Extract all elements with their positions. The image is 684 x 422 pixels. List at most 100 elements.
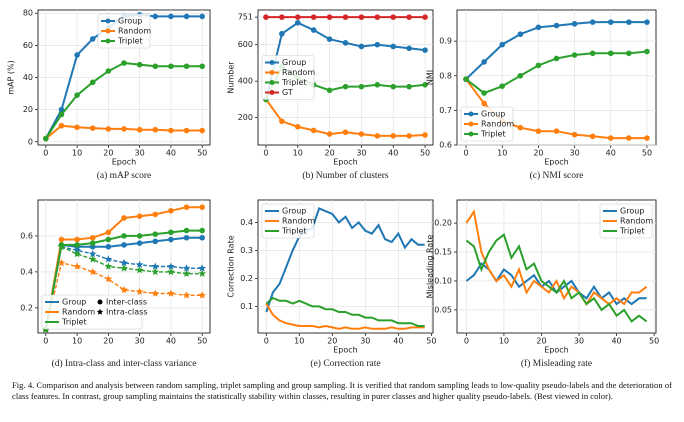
y-tick-label: 751 — [238, 13, 253, 22]
legend-label: Group — [118, 17, 142, 26]
point-marker — [73, 262, 81, 270]
point-marker — [535, 24, 542, 31]
legend-marker — [269, 80, 275, 85]
y-tick-label: 0.6 — [20, 231, 33, 240]
point-marker — [136, 126, 143, 133]
point-marker — [374, 14, 381, 20]
point-marker — [105, 243, 112, 250]
x-tick-label: 20 — [533, 149, 543, 158]
x-tick-label: 40 — [606, 149, 616, 158]
legend-box — [460, 106, 514, 142]
point-marker — [167, 262, 175, 270]
x-tick-label: 50 — [649, 337, 659, 346]
y-tick-label: 400 — [238, 77, 253, 86]
point-marker — [120, 264, 128, 272]
series-line — [265, 207, 425, 313]
series-line — [45, 262, 203, 330]
subplot: 0 10 20 30 40 50 0.1 0.2 0.3 0.4 Epoch Correction R… — [227, 199, 436, 369]
point-marker — [168, 13, 174, 20]
legend-marker — [468, 111, 474, 117]
point-marker — [105, 229, 112, 236]
point-marker — [279, 30, 285, 37]
point-marker — [43, 135, 49, 142]
point-marker — [183, 234, 190, 241]
point-marker — [57, 242, 66, 250]
point-marker — [88, 255, 97, 263]
x-tick-label: 30 — [360, 337, 370, 346]
legend-marker — [269, 60, 275, 65]
subplot: 0 10 20 30 40 50 0 20 40 60 80 Epoch mAP (%) (a) mAP … — [7, 9, 211, 181]
legend-marker — [96, 308, 104, 315]
x-axis-label: Epoch — [333, 158, 358, 167]
y-tick-label: 0.4 — [20, 267, 33, 276]
point-marker — [199, 13, 205, 20]
point-marker — [152, 231, 159, 237]
point-marker — [589, 50, 596, 57]
point-marker — [74, 52, 80, 58]
point-marker — [406, 133, 412, 139]
legend-box — [599, 203, 653, 239]
point-marker — [183, 227, 190, 234]
point-marker — [152, 13, 159, 20]
point-marker — [390, 14, 397, 20]
point-marker — [406, 14, 412, 20]
x-tick-label: 0 — [264, 337, 269, 346]
legend-label: GT — [282, 88, 293, 97]
point-marker — [463, 76, 469, 83]
point-marker — [358, 43, 365, 50]
y-tick-label: 0.6 — [439, 141, 452, 150]
x-axis-label: Epoch — [112, 158, 137, 167]
point-marker — [152, 126, 159, 133]
series-line — [265, 296, 425, 327]
x-tick-label: 40 — [166, 337, 176, 346]
x-tick-label: 0 — [464, 337, 469, 346]
point-marker — [390, 133, 397, 139]
y-tick-label: 40 — [23, 73, 33, 82]
point-marker — [342, 14, 349, 20]
point-marker — [535, 62, 542, 69]
point-marker — [167, 267, 175, 276]
point-marker — [182, 269, 191, 277]
x-tick-label: 30 — [569, 149, 579, 158]
legend-label: Triplet — [480, 130, 506, 139]
point-marker — [89, 79, 96, 86]
point-marker — [183, 204, 190, 210]
point-marker — [406, 45, 412, 52]
subplot-caption: (f) Misleading rate — [521, 358, 592, 369]
subplot: 0 10 20 30 40 50 0.6 0.7 0.8 0.9 Epoch NMI (c) NMI s… — [426, 9, 657, 181]
subplot-caption: (e) Correction rate — [310, 358, 380, 369]
point-marker — [199, 204, 205, 210]
series-line — [465, 208, 648, 306]
legend-marker — [468, 121, 474, 127]
point-marker — [279, 118, 285, 125]
point-marker — [626, 50, 632, 57]
point-marker — [422, 132, 428, 138]
legend-label: Group — [62, 298, 86, 307]
y-axis-label: Misleading Rate — [426, 235, 435, 299]
point-marker — [358, 83, 365, 90]
point-marker — [553, 22, 560, 29]
point-marker — [553, 55, 560, 62]
point-marker — [120, 285, 128, 294]
point-marker — [58, 236, 65, 243]
y-tick-label: 0.2 — [20, 303, 33, 312]
point-marker — [89, 240, 96, 246]
x-tick-label: 0 — [43, 149, 48, 158]
y-tick-label: 0.20 — [434, 219, 452, 228]
point-marker — [74, 124, 80, 131]
point-marker — [168, 229, 174, 236]
point-marker — [294, 14, 301, 20]
figure-caption: Fig. 4. Comparison and analysis between … — [12, 380, 672, 401]
legend-marker — [105, 28, 111, 34]
point-marker — [135, 287, 144, 295]
point-marker — [481, 59, 487, 65]
point-marker — [168, 127, 174, 134]
point-marker — [390, 83, 397, 90]
x-tick-label: 20 — [103, 337, 113, 346]
series-line — [465, 233, 648, 323]
point-marker — [626, 19, 632, 25]
point-marker — [326, 131, 333, 137]
point-marker — [104, 262, 113, 270]
point-marker — [167, 289, 175, 297]
